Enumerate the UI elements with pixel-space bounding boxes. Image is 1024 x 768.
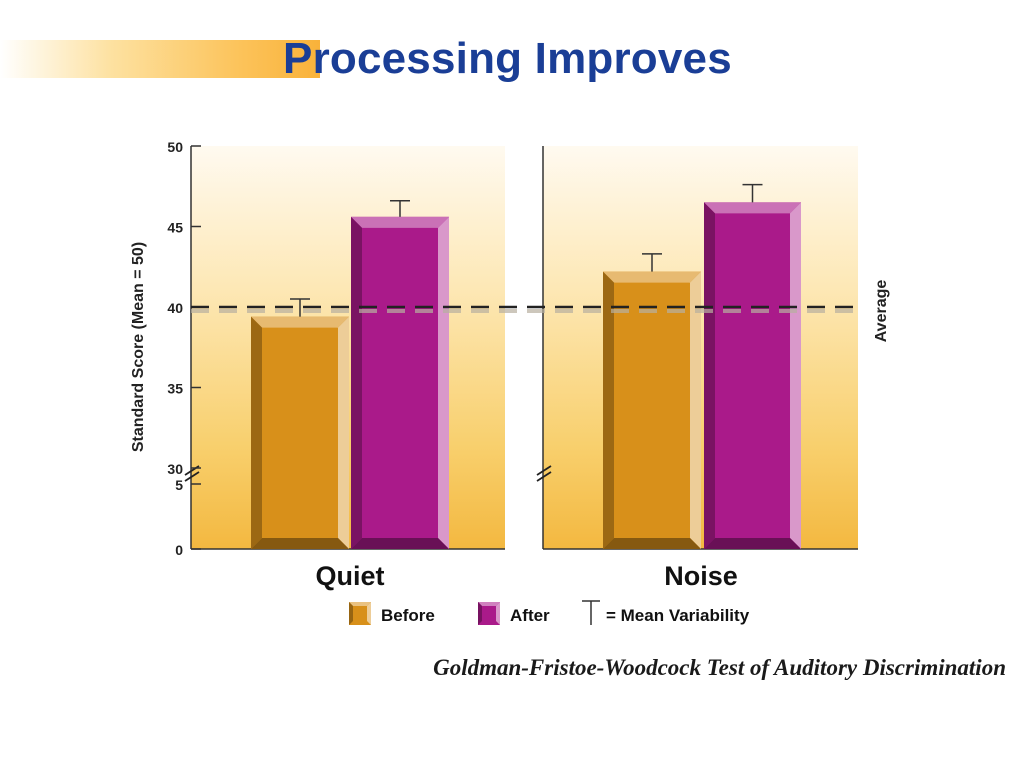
error-bar-after-quiet xyxy=(390,199,410,217)
bar-bevel-right xyxy=(790,202,801,549)
legend-swatch-body xyxy=(349,602,371,625)
bar-bevel-bottom xyxy=(704,538,801,549)
legend-swatch-bevel xyxy=(349,602,353,625)
x-category-label-noise: Noise xyxy=(664,561,738,591)
legend-label-before: Before xyxy=(381,606,435,625)
legend-label-after: After xyxy=(510,606,550,625)
bar-body xyxy=(603,271,701,549)
legend-swatch-after xyxy=(478,602,500,625)
y-tick-label: 0 xyxy=(175,542,183,558)
bar-before-noise xyxy=(603,271,701,549)
chart-caption: Goldman-Fristoe-Woodcock Test of Auditor… xyxy=(433,655,1006,680)
bar-bevel-bottom xyxy=(351,538,449,549)
legend-label-variability: = Mean Variability xyxy=(606,606,750,625)
error-bar-before-quiet xyxy=(290,298,310,317)
bar-bevel-left xyxy=(351,216,362,549)
y-tick-label: 45 xyxy=(167,220,183,236)
legend-swatch-bevel xyxy=(478,602,500,606)
bar-bevel-top xyxy=(251,316,349,328)
y-axis-label: Standard Score (Mean = 50) xyxy=(130,242,147,452)
bar-bevel-bottom xyxy=(603,538,701,549)
bar-body xyxy=(251,316,349,549)
y-tick-label: 35 xyxy=(167,381,183,397)
legend-swatch-before xyxy=(349,602,371,625)
legend-swatch-bevel xyxy=(349,602,371,606)
legend-swatch-bevel xyxy=(367,602,371,625)
bar-bevel-top xyxy=(351,216,449,228)
y-tick-label: 5 xyxy=(175,477,183,493)
title-first-letter: P xyxy=(283,34,313,83)
x-category-label-quiet: Quiet xyxy=(315,561,384,591)
reference-line-label: Average xyxy=(873,280,890,343)
bar-bevel-left xyxy=(251,316,262,549)
bar-bevel-left xyxy=(603,271,614,549)
bar-body xyxy=(704,202,801,549)
y-tick-label: 40 xyxy=(167,300,183,316)
title-accent-bar xyxy=(0,40,320,78)
legend-swatch-bevel xyxy=(496,602,500,625)
bar-bevel-right xyxy=(438,216,449,549)
legend-swatch-bevel xyxy=(478,602,482,625)
legend-variability-symbol xyxy=(582,600,600,625)
bar-bevel-right xyxy=(690,271,701,549)
bar-body xyxy=(351,216,449,549)
bar-bevel-top xyxy=(704,202,801,214)
legend-swatch-body xyxy=(478,602,500,625)
y-tick-label: 50 xyxy=(167,139,183,155)
bar-before-quiet xyxy=(251,316,349,549)
bar-after-quiet xyxy=(351,216,449,549)
axis-break-mark xyxy=(184,471,200,482)
axis-break-mark xyxy=(536,471,552,482)
axis-break-mark xyxy=(536,465,552,476)
bar-bevel-left xyxy=(704,202,715,549)
bar-bevel-bottom xyxy=(251,538,349,549)
error-bar-before-noise xyxy=(642,253,662,272)
bar-bevel-right xyxy=(338,316,349,549)
y-tick-label: 30 xyxy=(167,461,183,477)
bar-bevel-top xyxy=(603,271,701,283)
title-rest: rocessing Improves xyxy=(312,34,732,83)
error-bar-after-noise xyxy=(742,183,763,203)
bar-after-noise xyxy=(704,202,801,549)
page-title: Processing Improves xyxy=(283,34,732,84)
